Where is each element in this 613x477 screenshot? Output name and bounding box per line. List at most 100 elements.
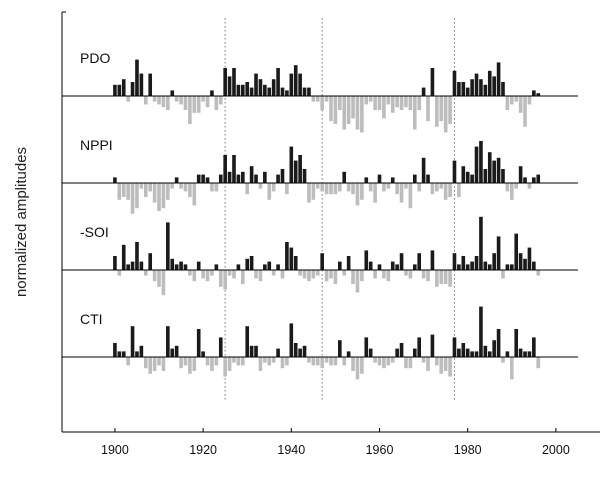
bar: [527, 351, 532, 357]
series-label: PDO: [80, 50, 110, 66]
bar: [298, 270, 302, 276]
bar: [293, 65, 298, 96]
bar: [170, 90, 175, 96]
bar: [263, 357, 267, 363]
x-tick-label: 1940: [277, 443, 305, 457]
bar: [143, 270, 148, 276]
bar: [161, 183, 166, 209]
bar: [157, 183, 161, 211]
bar: [241, 357, 245, 366]
bar: [311, 270, 316, 279]
bar: [395, 183, 399, 195]
bar: [196, 96, 201, 113]
bar: [417, 253, 422, 270]
bar: [166, 326, 170, 357]
bar: [161, 96, 166, 108]
bar: [479, 216, 483, 270]
bar: [183, 264, 188, 270]
bar: [474, 73, 479, 96]
bar: [364, 250, 369, 270]
bar: [276, 348, 280, 357]
bar: [501, 357, 505, 363]
bar: [443, 96, 448, 133]
bar: [435, 270, 439, 287]
bar: [179, 183, 183, 189]
bar: [249, 166, 254, 183]
bar: [267, 357, 272, 366]
bar: [496, 329, 501, 357]
bar: [201, 351, 205, 357]
bar: [179, 96, 183, 105]
bar: [457, 183, 461, 197]
bar: [448, 96, 452, 124]
bar: [514, 233, 519, 270]
bar: [174, 96, 179, 102]
bar: [263, 84, 267, 96]
bar: [368, 261, 373, 270]
bar: [492, 340, 496, 357]
bar: [523, 177, 527, 183]
bar: [271, 183, 276, 192]
bar: [443, 183, 448, 200]
bar: [188, 357, 192, 374]
bar: [382, 183, 386, 192]
bar: [465, 348, 470, 357]
bar: [223, 357, 227, 377]
bar: [536, 174, 541, 183]
bar: [435, 183, 439, 192]
bar: [474, 146, 479, 183]
series-panel: NPPI: [62, 137, 578, 214]
bar: [421, 87, 426, 96]
bar: [320, 96, 324, 110]
bar: [236, 174, 241, 183]
bar: [320, 183, 324, 192]
bar: [536, 270, 541, 276]
bar: [293, 160, 298, 183]
x-tick-label: 1960: [366, 443, 394, 457]
bar: [152, 357, 157, 371]
bar: [421, 157, 426, 183]
bar: [245, 183, 250, 195]
bar: [289, 146, 294, 183]
bar: [188, 96, 192, 124]
bar: [523, 258, 527, 270]
bar: [474, 351, 479, 357]
bar: [333, 357, 338, 366]
bar: [479, 306, 483, 357]
bar: [426, 270, 430, 282]
bar: [143, 357, 148, 369]
bar: [492, 160, 496, 183]
bar: [351, 270, 355, 284]
bar: [113, 84, 117, 96]
bar: [505, 183, 510, 192]
bar: [390, 357, 395, 363]
bar: [527, 183, 532, 189]
bar: [523, 351, 527, 357]
bar: [192, 357, 197, 371]
bar: [382, 357, 386, 369]
bar: [285, 357, 289, 366]
bar: [196, 174, 201, 183]
bar: [390, 261, 395, 270]
bar: [232, 68, 236, 96]
bar: [280, 357, 285, 369]
bar: [258, 79, 263, 96]
bar: [496, 62, 501, 96]
x-tick-label: 1900: [101, 443, 129, 457]
bar: [435, 357, 439, 366]
bar: [241, 84, 245, 96]
bar: [236, 264, 241, 270]
bar: [254, 270, 258, 279]
bar: [311, 96, 316, 102]
bar: [404, 183, 408, 189]
bar: [152, 96, 157, 102]
bar: [298, 348, 302, 357]
series-panel: -SOI: [62, 216, 578, 296]
bar: [487, 351, 492, 357]
bar: [452, 337, 457, 357]
bar: [183, 183, 188, 192]
bar: [333, 96, 338, 124]
bar: [126, 96, 130, 102]
bar: [170, 348, 175, 357]
bar: [386, 357, 391, 366]
